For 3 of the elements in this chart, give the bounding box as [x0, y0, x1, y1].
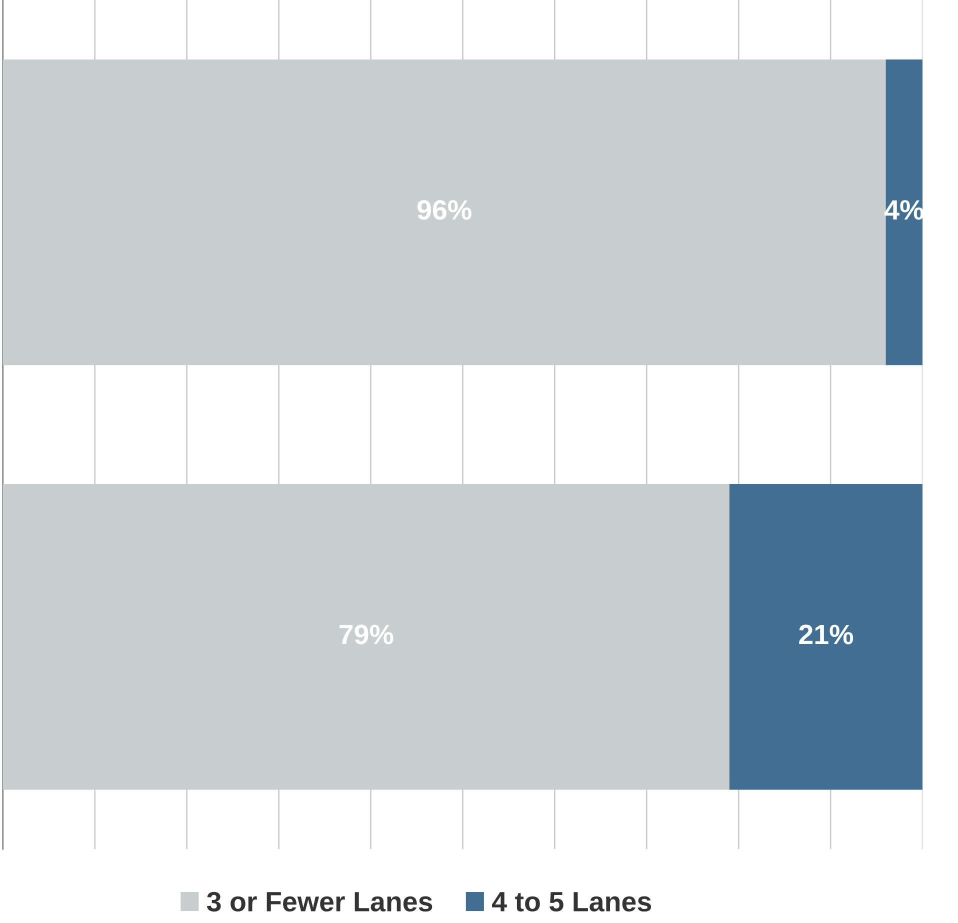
legend-label: 4 to 5 Lanes	[492, 892, 652, 912]
legend-label: 3 or Fewer Lanes	[206, 892, 432, 912]
data-label: 21%	[799, 624, 854, 644]
